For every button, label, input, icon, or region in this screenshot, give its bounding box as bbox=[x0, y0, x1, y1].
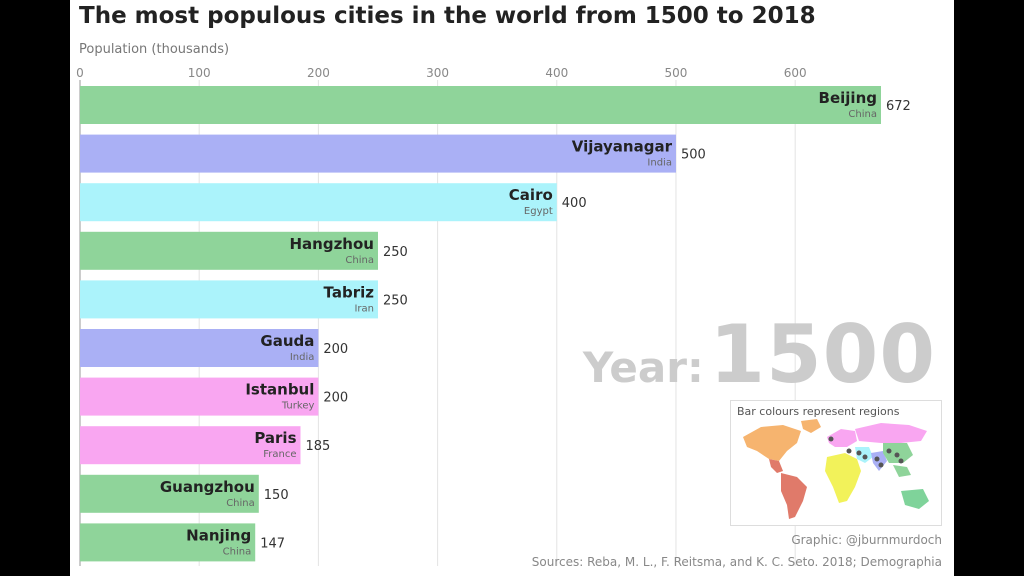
tick-label: 500 bbox=[665, 66, 688, 80]
bar-city-label: Nanjing bbox=[186, 526, 251, 544]
bar-value-label: 150 bbox=[264, 488, 289, 503]
bar bbox=[80, 523, 256, 562]
bar-value-label: 200 bbox=[323, 391, 348, 406]
tick-label: 600 bbox=[784, 66, 807, 80]
bar bbox=[80, 280, 378, 319]
bar-country-label: China bbox=[226, 498, 255, 509]
north-america-region bbox=[743, 425, 801, 461]
bar-city-label: Hangzhou bbox=[289, 235, 374, 253]
city-marker bbox=[856, 450, 862, 456]
year-label: Year: bbox=[582, 343, 704, 392]
tick-label: 100 bbox=[188, 66, 211, 80]
bar-city-label: Vijayanagar bbox=[572, 138, 673, 156]
axis-label: Population (thousands) bbox=[79, 42, 230, 57]
greenland-region bbox=[801, 419, 821, 433]
city-marker bbox=[874, 456, 880, 462]
bar-value-label: 147 bbox=[260, 536, 285, 551]
south-america-region bbox=[781, 473, 807, 519]
bar-country-label: China bbox=[345, 255, 374, 266]
bar-country-label: China bbox=[848, 109, 877, 120]
city-marker bbox=[846, 448, 852, 454]
bar-city-label: Cairo bbox=[509, 186, 553, 204]
bar-value-label: 200 bbox=[323, 342, 348, 357]
africa-region bbox=[825, 453, 861, 503]
bar-country-label: Turkey bbox=[281, 401, 315, 412]
tick-label: 200 bbox=[307, 66, 330, 80]
credit-text: Graphic: @jburnmurdoch bbox=[791, 533, 942, 547]
city-marker bbox=[828, 436, 834, 442]
europe-region bbox=[827, 429, 857, 447]
tick-label: 300 bbox=[426, 66, 449, 80]
sources-text: Sources: Reba, M. L., F. Reitsma, and K.… bbox=[531, 555, 942, 569]
bar-country-label: India bbox=[290, 352, 315, 363]
bar-country-label: Iran bbox=[354, 303, 374, 314]
australia-region bbox=[901, 489, 929, 509]
year-value: 1500 bbox=[709, 308, 936, 401]
city-marker bbox=[894, 452, 900, 458]
bar bbox=[80, 231, 378, 270]
bar-value-label: 185 bbox=[306, 439, 331, 454]
year-display: Year: 1500 bbox=[583, 308, 936, 401]
chart-frame: The most populous cities in the world fr… bbox=[70, 0, 954, 576]
bars: Beijing China 672 Vijayanagar India 500 Cairo E… bbox=[80, 86, 911, 562]
chart-title: The most populous cities in the world fr… bbox=[79, 3, 816, 29]
city-marker bbox=[862, 454, 868, 460]
bar-value-label: 400 bbox=[562, 196, 587, 211]
region-legend: Bar colours represent regions bbox=[730, 400, 942, 526]
bar bbox=[80, 329, 319, 367]
bar-value-label: 500 bbox=[681, 148, 706, 163]
bar-city-label: Gauda bbox=[260, 332, 314, 350]
bar-city-label: Istanbul bbox=[245, 381, 314, 399]
bar-value-label: 250 bbox=[383, 245, 408, 260]
bar-city-label: Beijing bbox=[819, 89, 877, 107]
bar bbox=[80, 86, 881, 124]
bar-country-label: China bbox=[223, 546, 252, 557]
bar-value-label: 250 bbox=[383, 293, 408, 308]
bar bbox=[80, 377, 319, 416]
bar-city-label: Paris bbox=[254, 429, 296, 447]
tick-label: 0 bbox=[76, 66, 84, 80]
city-marker bbox=[878, 462, 884, 468]
world-map-icon bbox=[743, 419, 929, 519]
city-marker bbox=[886, 448, 892, 454]
bar bbox=[80, 426, 301, 465]
bar-value-label: 672 bbox=[886, 99, 911, 114]
se-asia-region bbox=[893, 465, 911, 477]
bar-city-label: Tabriz bbox=[324, 283, 375, 301]
russia-region bbox=[855, 423, 927, 443]
bar bbox=[80, 183, 557, 222]
bar-country-label: France bbox=[263, 449, 296, 460]
central-america-region bbox=[769, 459, 783, 473]
city-marker bbox=[898, 458, 904, 464]
tick-label: 400 bbox=[545, 66, 568, 80]
bar-country-label: Egypt bbox=[524, 206, 553, 217]
axis-ticks: 0 100 200 300 400 500 600 bbox=[76, 66, 806, 80]
bar-country-label: India bbox=[647, 158, 672, 169]
bar bbox=[80, 474, 259, 513]
bar bbox=[80, 134, 676, 173]
bar-chart: 0 100 200 300 400 500 600 Beijing China 672 Vijay… bbox=[76, 66, 911, 566]
legend-title: Bar colours represent regions bbox=[737, 405, 900, 418]
bar-city-label: Guangzhou bbox=[160, 478, 255, 496]
